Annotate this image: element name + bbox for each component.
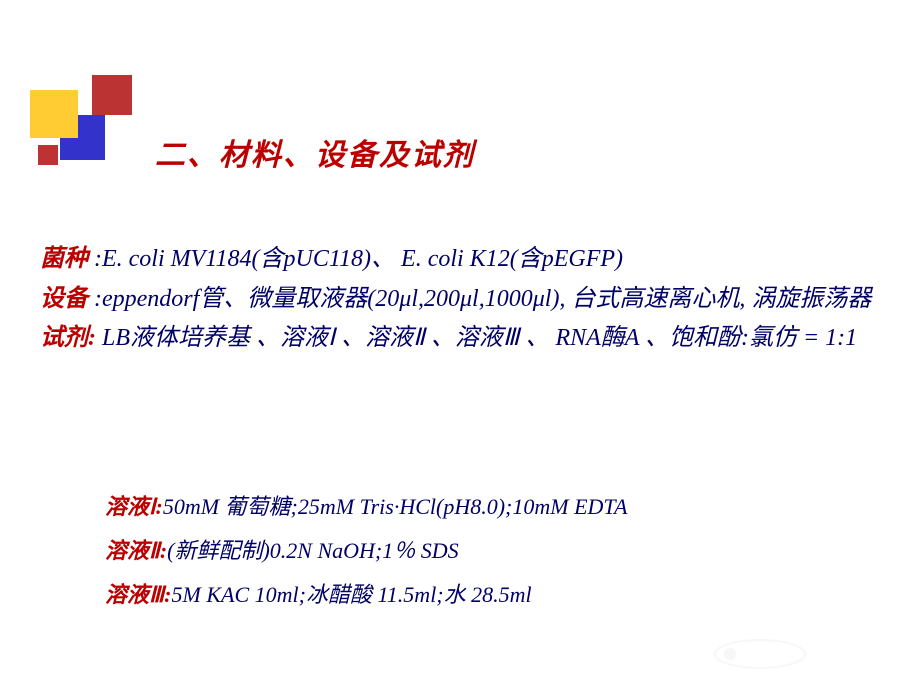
reagent-line: 试剂: LB液体培养基 、溶液Ⅰ 、溶液Ⅱ 、溶液Ⅲ 、 RNA酶A 、饱和酚:…	[40, 319, 880, 359]
solution-1-line: 溶液Ⅰ:50mM 葡萄糖;25mM Tris·HCl(pH8.0);10mM E…	[105, 485, 880, 529]
strain-line: 菌种 :E. coli MV1184(含pUC118)、 E. coli K12…	[40, 240, 880, 280]
equipment-text: :eppendorf管、微量取液器(20μl,200μl,1000μl), 台式…	[94, 286, 871, 312]
page-title: 二、材料、设备及试剂	[155, 130, 475, 174]
block-yellow	[30, 90, 78, 138]
reagent-label: 试剂:	[40, 325, 96, 351]
strain-label: 菌种	[40, 246, 88, 272]
solution-3-line: 溶液Ⅲ:5M KAC 10ml;冰醋酸 11.5ml;水 28.5ml	[105, 573, 880, 617]
decorative-blocks	[30, 75, 140, 185]
solution-3-text: 5M KAC 10ml;冰醋酸 11.5ml;水 28.5ml	[172, 582, 532, 607]
strain-text: :E. coli MV1184(含pUC118)、 E. coli K12(含p…	[94, 246, 623, 272]
solutions-block: 溶液Ⅰ:50mM 葡萄糖;25mM Tris·HCl(pH8.0);10mM E…	[105, 485, 880, 617]
solution-1-label: 溶液Ⅰ:	[105, 494, 163, 519]
body-content: 菌种 :E. coli MV1184(含pUC118)、 E. coli K12…	[40, 240, 880, 359]
block-red-1	[92, 75, 132, 115]
equipment-label: 设备	[40, 286, 88, 312]
watermark-icon	[710, 637, 810, 672]
equipment-line: 设备 :eppendorf管、微量取液器(20μl,200μl,1000μl),…	[40, 280, 880, 320]
block-red-2	[38, 145, 58, 165]
solution-2-line: 溶液Ⅱ:(新鲜配制)0.2N NaOH;1％ SDS	[105, 529, 880, 573]
reagent-text: LB液体培养基 、溶液Ⅰ 、溶液Ⅱ 、溶液Ⅲ 、 RNA酶A 、饱和酚:氯仿 =…	[102, 325, 857, 351]
solution-2-label: 溶液Ⅱ:	[105, 538, 167, 563]
solution-1-text: 50mM 葡萄糖;25mM Tris·HCl(pH8.0);10mM EDTA	[163, 494, 628, 519]
solution-3-label: 溶液Ⅲ:	[105, 582, 172, 607]
title-row: 二、材料、设备及试剂	[155, 130, 475, 174]
solution-2-text: (新鲜配制)0.2N NaOH;1％ SDS	[167, 538, 459, 563]
